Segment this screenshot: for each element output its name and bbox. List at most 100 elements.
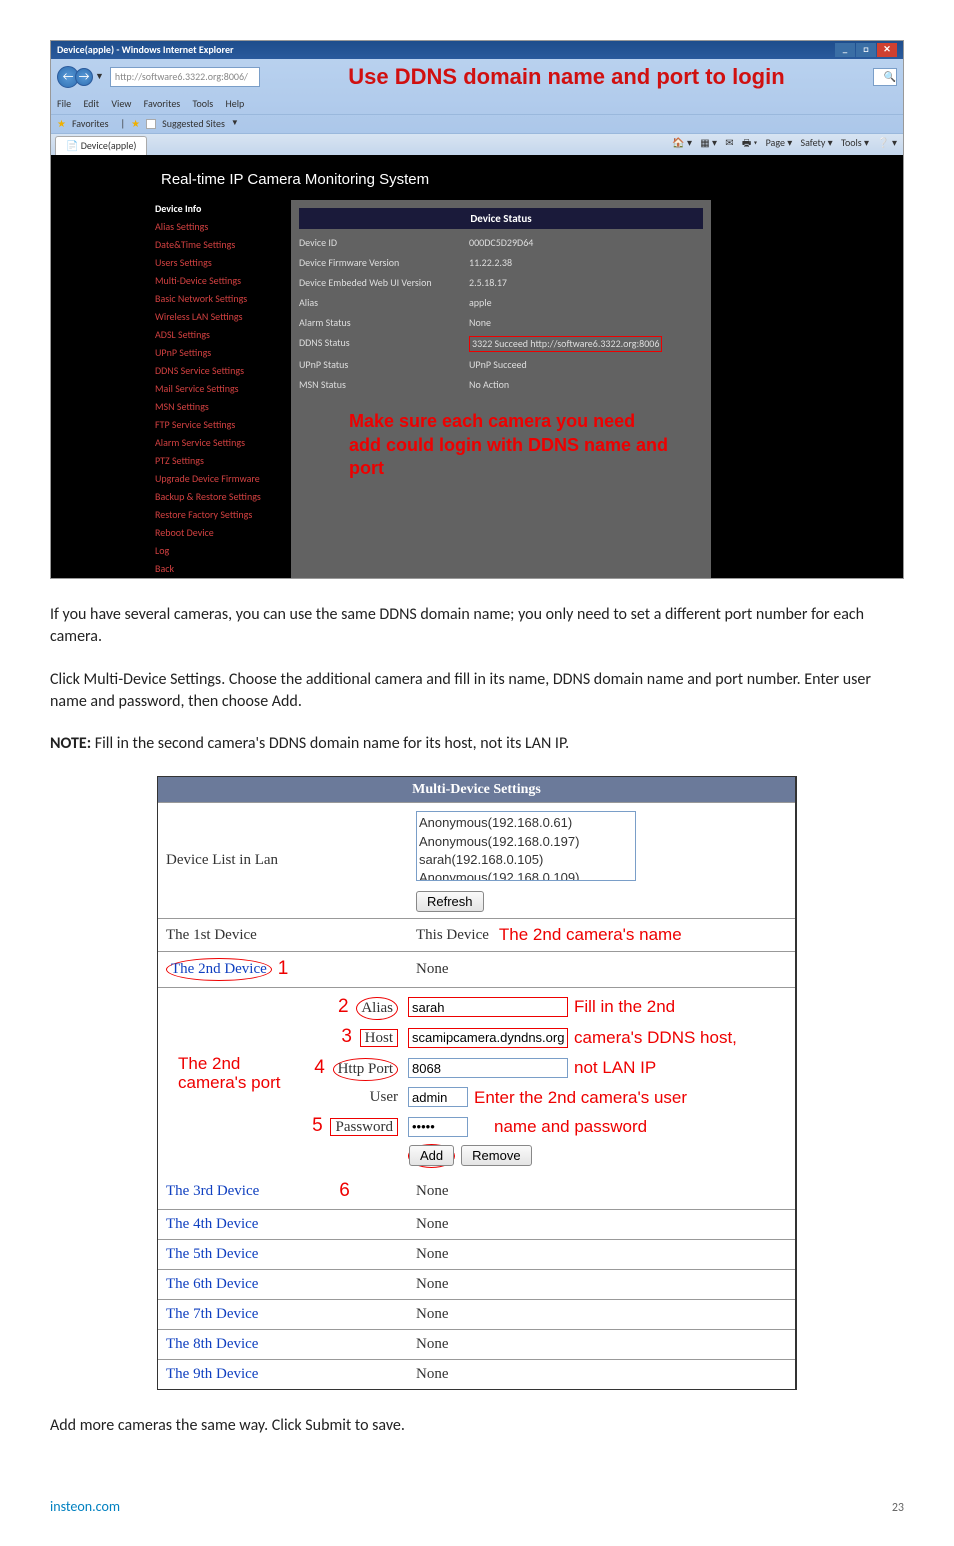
port-input[interactable] [408, 1058, 568, 1078]
menu-help[interactable]: Help [226, 97, 245, 110]
menu-favorites[interactable]: Favorites [144, 97, 181, 110]
device-link[interactable]: The 7th Device [158, 1300, 408, 1329]
anno-port-l1: The 2nd [178, 1054, 240, 1073]
password-value: name and password [408, 1115, 795, 1139]
dropdown-icon[interactable]: ▼ [95, 71, 104, 84]
device-value: None [408, 1360, 795, 1389]
password-input[interactable] [408, 1117, 468, 1137]
status-row: UPnP StatusUPnP Succeed [299, 355, 703, 375]
page-menu[interactable]: Page [766, 136, 785, 149]
sidebar-item-mail[interactable]: Mail Service Settings [151, 380, 291, 398]
menu-tools[interactable]: Tools [192, 97, 213, 110]
help-icon[interactable]: ❔ [877, 136, 889, 149]
device-listbox[interactable]: Anonymous(192.168.0.61) Anonymous(192.16… [416, 811, 636, 881]
sidebar-item-log[interactable]: Log [151, 542, 291, 560]
sidebar-item-alias[interactable]: Alias Settings [151, 218, 291, 236]
device-link[interactable]: The 8th Device [158, 1330, 408, 1359]
favorites-label[interactable]: Favorites [72, 117, 109, 131]
sidebar-item-ptz[interactable]: PTZ Settings [151, 452, 291, 470]
list-item[interactable]: Anonymous(192.168.0.109) [419, 869, 633, 881]
device-link[interactable]: The 3rd Device6 [158, 1174, 408, 1209]
admin-header: Real-time IP Camera Monitoring System [151, 155, 711, 200]
status-label: Alarm Status [299, 316, 469, 330]
sidebar-item-datetime[interactable]: Date&Time Settings [151, 236, 291, 254]
refresh-button[interactable]: Refresh [416, 891, 484, 912]
menu-view[interactable]: View [111, 97, 131, 110]
sidebar-item-multi-device[interactable]: Multi-Device Settings [151, 272, 291, 290]
multi-device-screenshot: Multi-Device Settings Device List in Lan… [50, 776, 904, 1390]
sidebar-item-wireless[interactable]: Wireless LAN Settings [151, 308, 291, 326]
menu-edit[interactable]: Edit [83, 97, 99, 110]
sidebar-item-reboot[interactable]: Reboot Device [151, 524, 291, 542]
feed-icon[interactable]: ▦ [700, 136, 709, 149]
remove-button[interactable]: Remove [461, 1145, 531, 1166]
user-input[interactable] [408, 1087, 468, 1107]
sidebar-item-upgrade[interactable]: Upgrade Device Firmware [151, 470, 291, 488]
device-row: The 8th DeviceNone [158, 1329, 795, 1359]
sidebar-item-backup[interactable]: Backup & Restore Settings [151, 488, 291, 506]
star-icon[interactable]: ★ [57, 117, 66, 131]
device-2-row: The 2nd Device 1 None [158, 951, 795, 988]
browser-tab[interactable]: 📄 Device(apple) [55, 136, 147, 155]
sidebar-item-upnp[interactable]: UPnP Settings [151, 344, 291, 362]
device-value: None [408, 1240, 795, 1269]
sidebar-item-restore-factory[interactable]: Restore Factory Settings [151, 506, 291, 524]
status-label: Device Embeded Web UI Version [299, 276, 469, 290]
tools-menu[interactable]: Tools [841, 136, 862, 149]
tab-bar: 📄 Device(apple) 🏠 ▾ ▦ ▾ ✉ 🖶 ▾ Page ▾ Saf… [51, 133, 903, 155]
add-remove-row: Add Remove [158, 1142, 795, 1170]
close-icon[interactable]: ✕ [877, 43, 897, 57]
sidebar-item-network[interactable]: Basic Network Settings [151, 290, 291, 308]
search-box[interactable]: 🔍 [873, 68, 897, 86]
paragraph-1: If you have several cameras, you can use… [50, 604, 904, 649]
mail-icon[interactable]: ✉ [725, 136, 733, 149]
alias-input[interactable] [408, 997, 568, 1017]
suggested-sites[interactable]: Suggested Sites [162, 117, 225, 131]
forward-icon[interactable]: → [75, 68, 93, 86]
list-item[interactable]: Anonymous(192.168.0.197) [419, 833, 633, 851]
add-remove-buttons: Add Remove [408, 1144, 795, 1168]
device-value: None [408, 1330, 795, 1359]
list-item[interactable]: sarah(192.168.0.105) [419, 851, 633, 869]
home-icon[interactable]: 🏠 [672, 136, 684, 149]
safety-menu[interactable]: Safety [800, 136, 825, 149]
search-icon: 🔍 [884, 70, 896, 84]
screenshot-annotation: Make sure each camera you need add could… [349, 410, 669, 480]
print-icon[interactable]: 🖶 [742, 136, 751, 149]
list-item[interactable]: Anonymous(192.168.0.61) [419, 814, 633, 832]
status-value: None [469, 316, 491, 330]
sidebar-item-ddns[interactable]: DDNS Service Settings [151, 362, 291, 380]
minimize-icon[interactable]: _ [835, 43, 855, 57]
device-1-row: The 1st Device This Device The 2nd camer… [158, 918, 795, 951]
host-input[interactable] [408, 1028, 568, 1048]
tab-icon: 📄 [66, 139, 78, 152]
chevron-down-icon[interactable]: ▼ [231, 118, 239, 129]
add-button[interactable]: Add [409, 1145, 454, 1166]
status-label: Device Firmware Version [299, 256, 469, 270]
anno-2nd-port: The 2nd camera's port [178, 1055, 280, 1092]
note-text: Fill in the second camera's DDNS domain … [95, 734, 569, 753]
device-link[interactable]: The 6th Device [158, 1270, 408, 1299]
sidebar-item-msn[interactable]: MSN Settings [151, 398, 291, 416]
sidebar-item-device-info[interactable]: Device Info [151, 200, 291, 218]
maximize-icon[interactable]: □ [856, 43, 876, 57]
status-label: Device ID [299, 236, 469, 250]
device-link[interactable]: The 9th Device [158, 1360, 408, 1389]
sidebar-item-adsl[interactable]: ADSL Settings [151, 326, 291, 344]
footer-link[interactable]: insteon.com [50, 1497, 120, 1517]
paragraph-3: Add more cameras the same way. Click Sub… [50, 1415, 904, 1437]
menu-file[interactable]: File [57, 97, 71, 110]
sidebar-item-back[interactable]: Back [151, 560, 291, 578]
device-link[interactable]: The 5th Device [158, 1240, 408, 1269]
status-value: UPnP Succeed [469, 358, 527, 372]
sidebar-item-ftp[interactable]: FTP Service Settings [151, 416, 291, 434]
device-link[interactable]: The 4th Device [158, 1210, 408, 1239]
status-row: Device ID000DC5D29D64 [299, 233, 703, 253]
alias-label-text: Alias [361, 1000, 393, 1016]
address-input[interactable]: http://software6.3322.org:8006/ [110, 67, 260, 87]
multi-device-panel: Multi-Device Settings Device List in Lan… [157, 776, 797, 1390]
status-value: No Action [469, 378, 509, 392]
sidebar-item-alarm[interactable]: Alarm Service Settings [151, 434, 291, 452]
sidebar-item-users[interactable]: Users Settings [151, 254, 291, 272]
device-2-label[interactable]: The 2nd Device 1 [158, 952, 408, 987]
